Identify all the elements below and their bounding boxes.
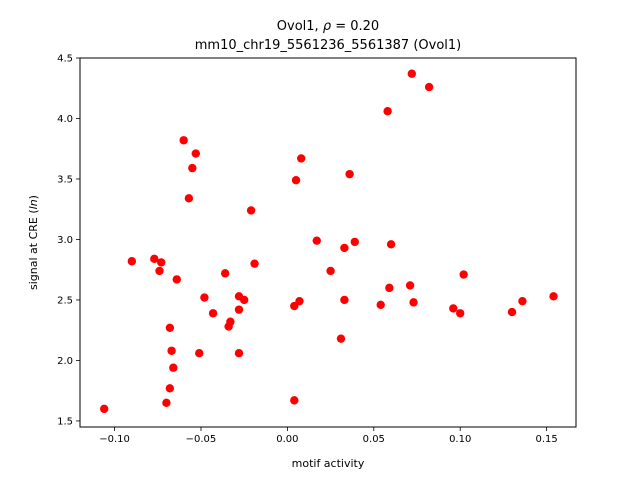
x-tick-label: −0.05 (186, 434, 217, 445)
data-point (191, 149, 200, 158)
data-point (340, 295, 349, 305)
data-point (459, 270, 468, 279)
data-point (184, 194, 194, 203)
data-point (179, 136, 188, 145)
y-tick-label: 3.0 (57, 235, 73, 246)
x-tick-label: 0.00 (276, 434, 298, 445)
data-point (449, 304, 458, 313)
data-point (167, 346, 176, 355)
data-point (424, 82, 434, 92)
data-point (195, 349, 204, 358)
data-point (350, 237, 359, 247)
data-point (226, 317, 235, 326)
data-point (409, 298, 418, 307)
rho-symbol: ρ (323, 19, 332, 34)
data-point (169, 363, 178, 372)
x-axis-label: motif activity (292, 457, 365, 470)
data-point (234, 349, 244, 358)
x-tick-label: −0.10 (99, 434, 130, 445)
y-tick-label: 4.0 (57, 114, 73, 125)
data-point (150, 254, 159, 264)
data-point (165, 384, 175, 393)
data-point (386, 240, 396, 249)
data-point (340, 243, 349, 253)
data-point (200, 293, 209, 302)
data-point (290, 396, 299, 405)
data-point (376, 300, 385, 310)
data-point (234, 305, 244, 314)
y-tick-label: 1.5 (57, 416, 73, 427)
data-point (162, 398, 171, 408)
x-tick-label: 0.05 (363, 434, 385, 445)
data-point (127, 257, 137, 266)
data-point (345, 169, 354, 179)
data-point (239, 295, 249, 305)
data-point (250, 259, 259, 268)
data-point (326, 266, 335, 276)
chart-title-line2: mm10_chr19_5561236_5561387 (Ovol1) (195, 38, 461, 53)
data-point (507, 307, 517, 317)
data-point (518, 296, 527, 306)
data-point (157, 258, 166, 267)
data-point (172, 275, 181, 284)
data-point (407, 69, 417, 78)
data-point (405, 281, 415, 290)
data-point (208, 309, 218, 318)
y-axis-label: signal at CRE (ln) (27, 195, 40, 290)
plot-frame (79, 57, 577, 428)
data-point (385, 283, 394, 293)
data-point (220, 269, 230, 278)
x-tick-label: 0.15 (535, 434, 557, 445)
data-point (291, 175, 301, 185)
data-point (188, 163, 197, 173)
y-axis-ticks: 1.5 2.0 2.5 3.0 3.5 4.0 4.5 (57, 54, 80, 427)
data-point (295, 296, 304, 306)
data-point (549, 292, 558, 301)
data-point (99, 404, 109, 414)
data-point (155, 266, 164, 276)
data-point (297, 154, 306, 163)
y-tick-label: 4.5 (57, 54, 73, 65)
data-point (456, 309, 465, 318)
data-point (336, 334, 346, 343)
x-tick-label: 0.10 (449, 434, 471, 445)
data-point (312, 236, 321, 245)
data-point (246, 206, 256, 215)
y-tick-label: 3.5 (57, 174, 73, 185)
x-axis-ticks: −0.10 −0.05 0.00 0.05 0.10 0.15 (99, 427, 558, 445)
data-points (99, 69, 558, 414)
data-point (383, 107, 392, 116)
y-tick-label: 2.0 (57, 356, 73, 367)
data-point (165, 323, 175, 332)
chart-title-line1: Ovol1, ρ = 0.20 (277, 19, 379, 34)
y-tick-label: 2.5 (57, 295, 73, 306)
